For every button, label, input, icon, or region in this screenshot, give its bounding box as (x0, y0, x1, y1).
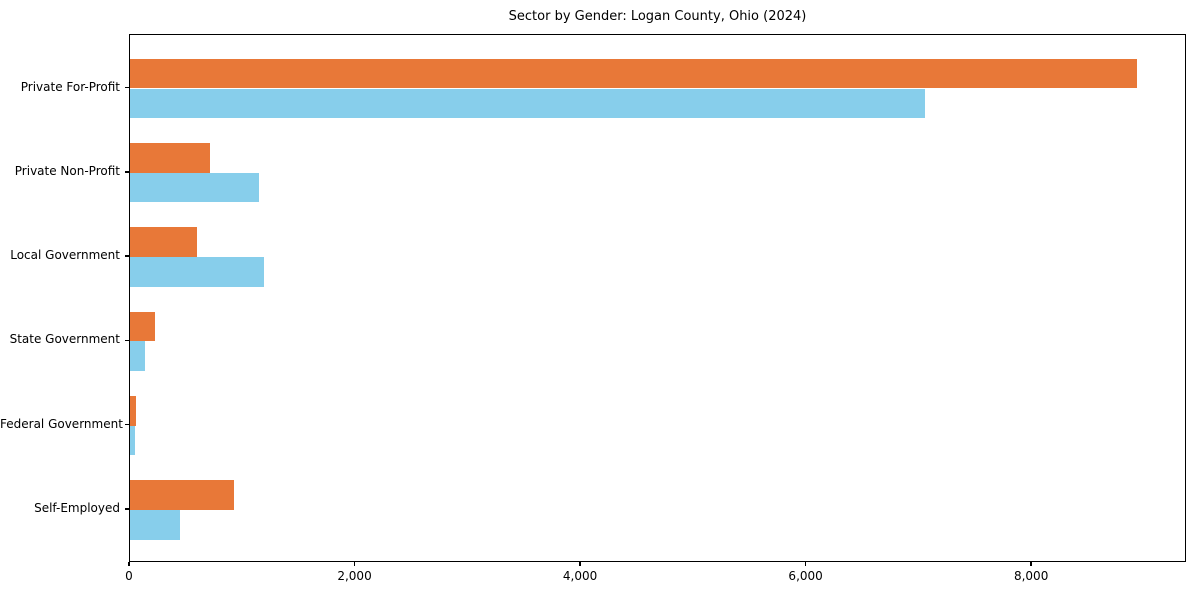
y-tick-mark (125, 339, 129, 342)
bar-male-state-government (130, 311, 156, 342)
bar-female-private-for-profit (130, 88, 926, 119)
plot-area: MaleFemale (129, 34, 1186, 562)
x-tick-mark (353, 562, 356, 566)
bar-female-state-government (130, 341, 145, 372)
x-tick-mark (1030, 562, 1032, 566)
y-tick-mark (125, 86, 129, 89)
category-label-federal-government: Federal Government (0, 416, 123, 431)
bar-male-private-non-profit (130, 143, 210, 173)
bar-male-local-government (130, 227, 197, 258)
y-tick-mark (125, 508, 129, 510)
x-tick-label: 6,000 (788, 569, 823, 583)
chart-title: Sector by Gender: Logan County, Ohio (20… (508, 9, 807, 24)
bar-female-local-government (130, 257, 265, 287)
x-tick-label: 8,000 (1013, 569, 1049, 583)
y-tick-mark (125, 423, 129, 426)
x-tick-mark (128, 562, 130, 566)
x-tick-label: 4,000 (562, 569, 598, 583)
y-tick-mark (125, 255, 129, 257)
bar-male-federal-government (130, 396, 137, 426)
x-tick-label: 0 (125, 569, 133, 583)
category-label-private-non-profit: Private Non-Profit (14, 163, 120, 178)
category-label-local-government: Local Government (10, 248, 120, 263)
bar-female-private-non-profit (130, 172, 259, 203)
x-tick-label: 2,000 (337, 569, 372, 583)
x-tick-mark (804, 562, 807, 566)
bar-female-self-employed (130, 510, 181, 540)
bar-male-self-employed (130, 480, 234, 510)
category-label-private-for-profit: Private For-Profit (20, 79, 120, 94)
x-tick-mark (579, 562, 581, 566)
category-label-self-employed: Self-Employed (34, 501, 120, 515)
y-tick-mark (125, 171, 129, 173)
bar-male-private-for-profit (130, 58, 1138, 89)
bar-female-federal-government (130, 425, 135, 456)
category-label-state-government: State Government (9, 332, 120, 347)
